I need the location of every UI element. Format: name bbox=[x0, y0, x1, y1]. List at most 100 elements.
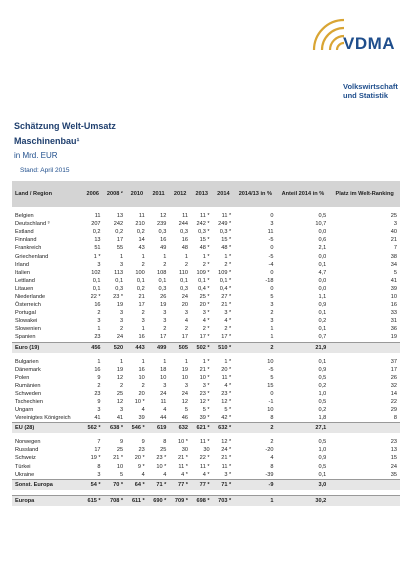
table-row: Russland 17 25 23 25 30 30 24 * -20 1,0 13 bbox=[12, 446, 400, 454]
table-cell: 1 * bbox=[202, 253, 210, 260]
table-row: Spanien 23 24 16 17 17 17 * 17 * 1 0,7 19 bbox=[12, 333, 400, 342]
table-cell: 0,1 * bbox=[198, 277, 210, 284]
table-cell: 113 bbox=[114, 269, 124, 276]
table-cell: 9 bbox=[119, 439, 124, 446]
table-row: Belgien 11 13 11 12 11 11 * 11 * 0 0,5 25 bbox=[12, 212, 400, 220]
table-cell: 16 bbox=[138, 334, 145, 341]
table-cell: 0 bbox=[270, 245, 274, 252]
table-cell: 30,2 bbox=[276, 494, 330, 506]
table-cell: 1,0 bbox=[318, 447, 327, 454]
table-cell: 17 bbox=[181, 334, 188, 341]
table-cell: 4,7 bbox=[318, 269, 327, 276]
table-cell: 2 bbox=[141, 261, 145, 268]
subtitle: Maschinenbau¹ bbox=[14, 136, 80, 146]
table-cell: 15 * bbox=[199, 237, 210, 244]
table-cell: 64 * bbox=[126, 478, 148, 490]
table-cell: 207 bbox=[91, 221, 101, 228]
table-cell: 3 bbox=[270, 318, 274, 325]
table-cell: Euro (19) bbox=[12, 341, 82, 353]
table-cell: 0,9 bbox=[318, 455, 327, 462]
column-header: Anteil 2014 in % bbox=[276, 181, 330, 207]
table-cell: 16 bbox=[160, 237, 167, 244]
table-cell: 3 bbox=[270, 302, 274, 309]
table-cell: 638 * bbox=[103, 422, 127, 434]
table-cell: 35 bbox=[390, 471, 397, 478]
table-cell: Dänemark bbox=[15, 366, 41, 373]
table-cell: 41 bbox=[94, 415, 101, 422]
table-cell: 2,1 bbox=[318, 245, 327, 252]
table-cell: 54 * bbox=[81, 478, 104, 490]
table-cell: 17 bbox=[138, 302, 145, 309]
table-row: Ungarn 3 3 4 4 5 5 * 5 * 10 0,2 29 bbox=[12, 406, 400, 414]
table-cell: 0,2 bbox=[136, 285, 145, 292]
table-cell: 23 * bbox=[221, 390, 232, 397]
table-cell: Estland bbox=[15, 229, 34, 236]
table-cell: 3 bbox=[119, 261, 124, 268]
table-cell: 100 bbox=[135, 269, 145, 276]
table-cell: 10 * bbox=[199, 374, 210, 381]
table-cell: 242 * bbox=[196, 221, 210, 228]
department-line: und Statistik bbox=[343, 91, 389, 100]
table-cell: 20 * bbox=[199, 302, 210, 309]
table-row: Slowenien 1 2 1 2 2 2 * 2 * 1 0,1 36 bbox=[12, 325, 400, 333]
column-header: 2008 ² bbox=[103, 181, 127, 207]
table-cell: 510 * bbox=[212, 341, 235, 353]
table-cell: 3 bbox=[163, 382, 167, 389]
table-cell: 0,1 bbox=[158, 277, 167, 284]
table-cell: 0,5 bbox=[318, 374, 327, 381]
column-header: 2006 bbox=[81, 181, 104, 207]
column-header: 2012 bbox=[169, 181, 191, 207]
table-cell: 1 bbox=[270, 326, 274, 333]
table-cell: 0 bbox=[270, 390, 274, 397]
table-cell: 36 bbox=[390, 326, 397, 333]
table-cell: 1 bbox=[141, 326, 145, 333]
table-cell: 5 bbox=[393, 269, 397, 276]
table-cell: 10 bbox=[390, 293, 397, 300]
table-cell: 19 bbox=[181, 366, 188, 373]
table-row: Deutschland ³ 207 242 210 239 244 242 * 249 * 3 1… bbox=[12, 220, 400, 228]
table-cell: 4 * bbox=[202, 471, 210, 478]
table-cell: Finnland bbox=[15, 237, 37, 244]
table-cell: 2 bbox=[141, 382, 145, 389]
table-cell: Slowenien bbox=[15, 326, 41, 333]
table-cell: 10 bbox=[138, 374, 145, 381]
table-cell: 1 bbox=[141, 253, 145, 260]
table-cell: 0 bbox=[270, 269, 274, 276]
table-cell: 0,6 bbox=[318, 237, 327, 244]
table-cell: 242 bbox=[113, 221, 124, 228]
table-cell: 1 bbox=[97, 358, 101, 365]
table-cell: 2 bbox=[184, 261, 188, 268]
table-cell: 2 bbox=[234, 422, 277, 434]
table-cell: 17 * bbox=[199, 334, 210, 341]
table-cell: 2 bbox=[119, 326, 124, 333]
table-cell: 3 bbox=[270, 221, 274, 228]
table-cell: 249 * bbox=[218, 221, 232, 228]
table-cell: 18 bbox=[160, 366, 167, 373]
empty-cell bbox=[329, 478, 400, 490]
table-cell: 615 * bbox=[81, 494, 104, 506]
table-cell: 3 bbox=[119, 318, 124, 325]
table-cell: 1 bbox=[163, 358, 167, 365]
table-cell: 55 bbox=[116, 245, 124, 252]
table-cell: 0,9 bbox=[318, 302, 327, 309]
table-cell: 1 bbox=[184, 253, 188, 260]
table-cell: 29 bbox=[390, 407, 397, 414]
table-cell: 8 bbox=[270, 463, 274, 470]
table-row: Rumänien 2 2 2 3 3 3 * 4 * 15 0,2 32 bbox=[12, 382, 400, 390]
table-cell: 3 bbox=[184, 382, 188, 389]
table-cell: 2 bbox=[97, 382, 101, 389]
table-cell: 10 * bbox=[178, 439, 188, 446]
table-cell: 9 bbox=[97, 374, 101, 381]
table-cell: 71 * bbox=[212, 478, 235, 490]
unit: in Mrd. EUR bbox=[14, 151, 58, 160]
table-cell: 17 bbox=[160, 334, 167, 341]
table-cell: 24 bbox=[181, 390, 188, 397]
table-cell: 43 bbox=[138, 245, 145, 252]
org-name: VDMA bbox=[343, 34, 396, 53]
table-cell: 1 * bbox=[93, 253, 101, 260]
table-row: Schweden 23 25 20 24 24 23 * 23 * 0 1,0 14 bbox=[12, 390, 400, 398]
table-cell: 10 bbox=[160, 374, 167, 381]
title: Schätzung Welt-Umsatz bbox=[14, 121, 116, 131]
table-cell: 3 bbox=[97, 318, 101, 325]
table-cell: 34 bbox=[390, 261, 397, 268]
